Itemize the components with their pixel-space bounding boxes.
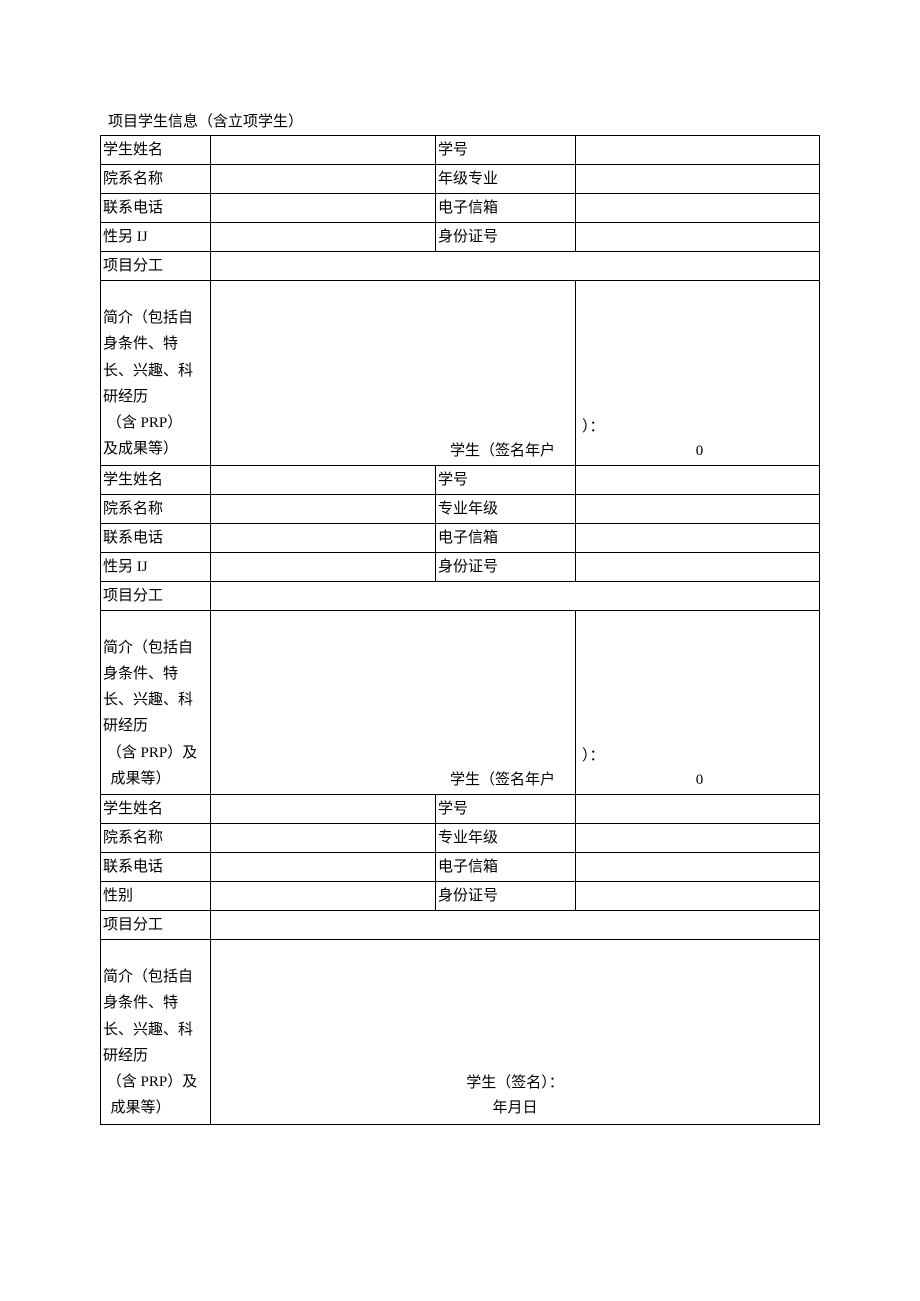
value-project-role [211, 911, 820, 940]
signature-text: 学生（签名年户 [450, 772, 555, 788]
value-email [576, 523, 820, 552]
table-row: 性另 IJ 身份证号 [101, 552, 820, 581]
value-department [211, 165, 436, 194]
value-department [211, 824, 436, 853]
signature-cell: 学生（签名）： 年月日 [211, 940, 820, 1125]
label-phone: 联系电话 [101, 853, 211, 882]
value-email [576, 194, 820, 223]
value-major-grade [576, 494, 820, 523]
signature-text: 学生（签名年户 [450, 443, 555, 459]
label-major-grade: 专业年级 [436, 824, 576, 853]
value-id-number [576, 223, 820, 252]
label-student-id: 学号 [436, 136, 576, 165]
table-row: 学生姓名 学号 [101, 795, 820, 824]
label-project-role: 项目分工 [101, 252, 211, 281]
table-row: 简介（包括自 身条件、特 长、兴趣、科 研经历 （含 PRP）及 成果等） 学生… [101, 940, 820, 1125]
value-project-role [211, 581, 820, 610]
label-student-id: 学号 [436, 795, 576, 824]
table-row: 简介（包括自 身条件、特 长、兴趣、科 研经历 （含 PRP） 及成果等） 学生… [101, 281, 820, 466]
label-intro: 简介（包括自 身条件、特 长、兴趣、科 研经历 （含 PRP）及 成果等） [101, 610, 211, 795]
label-intro: 简介（包括自 身条件、特 长、兴趣、科 研经历 （含 PRP）及 成果等） [101, 940, 211, 1125]
value-gender [211, 882, 436, 911]
label-phone: 联系电话 [101, 194, 211, 223]
label-gender: 性另 IJ [101, 552, 211, 581]
value-student-name [211, 465, 436, 494]
table-row: 联系电话 电子信箱 [101, 853, 820, 882]
value-phone [211, 853, 436, 882]
table-row: 性另 IJ 身份证号 [101, 223, 820, 252]
value-student-name [211, 136, 436, 165]
value-student-id [576, 465, 820, 494]
label-intro: 简介（包括自 身条件、特 长、兴趣、科 研经历 （含 PRP） 及成果等） [101, 281, 211, 466]
table-row: 项目分工 [101, 252, 820, 281]
student-info-table: 学生姓名 学号 院系名称 年级专业 联系电话 电子信箱 性另 IJ 身份证号 项… [100, 135, 820, 1125]
label-project-role: 项目分工 [101, 911, 211, 940]
label-gender: 性别 [101, 882, 211, 911]
value-student-id [576, 136, 820, 165]
label-major-grade: 专业年级 [436, 494, 576, 523]
student-sign-text: 学生（签名）： [466, 1075, 564, 1091]
label-student-name: 学生姓名 [101, 136, 211, 165]
label-email: 电子信箱 [436, 853, 576, 882]
value-phone [211, 523, 436, 552]
label-email: 电子信箱 [436, 194, 576, 223]
table-row: 院系名称 专业年级 [101, 494, 820, 523]
signature-cell: 学生（签名年户 [211, 281, 576, 466]
label-id-number: 身份证号 [436, 882, 576, 911]
zero-text: 0 [696, 443, 704, 459]
value-id-number [576, 552, 820, 581]
paren-colon: ）： [582, 419, 605, 435]
table-row: 学生姓名 学号 [101, 465, 820, 494]
label-student-id: 学号 [436, 465, 576, 494]
value-phone [211, 194, 436, 223]
zero-text: 0 [696, 772, 704, 788]
label-department: 院系名称 [101, 165, 211, 194]
value-student-name [211, 795, 436, 824]
label-student-name: 学生姓名 [101, 795, 211, 824]
value-gender [211, 552, 436, 581]
value-gender [211, 223, 436, 252]
label-email: 电子信箱 [436, 523, 576, 552]
label-department: 院系名称 [101, 824, 211, 853]
paren-colon: ）： [582, 748, 605, 764]
value-major-grade [576, 824, 820, 853]
label-id-number: 身份证号 [436, 223, 576, 252]
label-gender: 性另 IJ [101, 223, 211, 252]
table-row: 院系名称 年级专业 [101, 165, 820, 194]
value-project-role [211, 252, 820, 281]
label-department: 院系名称 [101, 494, 211, 523]
label-phone: 联系电话 [101, 523, 211, 552]
table-row: 院系名称 专业年级 [101, 824, 820, 853]
page-title: 项目学生信息（含立项学生） [108, 110, 820, 131]
table-row: 性别 身份证号 [101, 882, 820, 911]
value-email [576, 853, 820, 882]
value-grade-major [576, 165, 820, 194]
table-row: 项目分工 [101, 581, 820, 610]
value-id-number [576, 882, 820, 911]
table-row: 联系电话 电子信箱 [101, 523, 820, 552]
label-id-number: 身份证号 [436, 552, 576, 581]
signature-right-cell: ）： 0 [576, 610, 820, 795]
signature-cell: 学生（签名年户 [211, 610, 576, 795]
table-row: 联系电话 电子信箱 [101, 194, 820, 223]
label-project-role: 项目分工 [101, 581, 211, 610]
signature-right-cell: ）： 0 [576, 281, 820, 466]
label-grade-major: 年级专业 [436, 165, 576, 194]
date-text: 年月日 [492, 1100, 537, 1116]
table-row: 简介（包括自 身条件、特 长、兴趣、科 研经历 （含 PRP）及 成果等） 学生… [101, 610, 820, 795]
value-student-id [576, 795, 820, 824]
table-row: 项目分工 [101, 911, 820, 940]
label-student-name: 学生姓名 [101, 465, 211, 494]
table-row: 学生姓名 学号 [101, 136, 820, 165]
value-department [211, 494, 436, 523]
